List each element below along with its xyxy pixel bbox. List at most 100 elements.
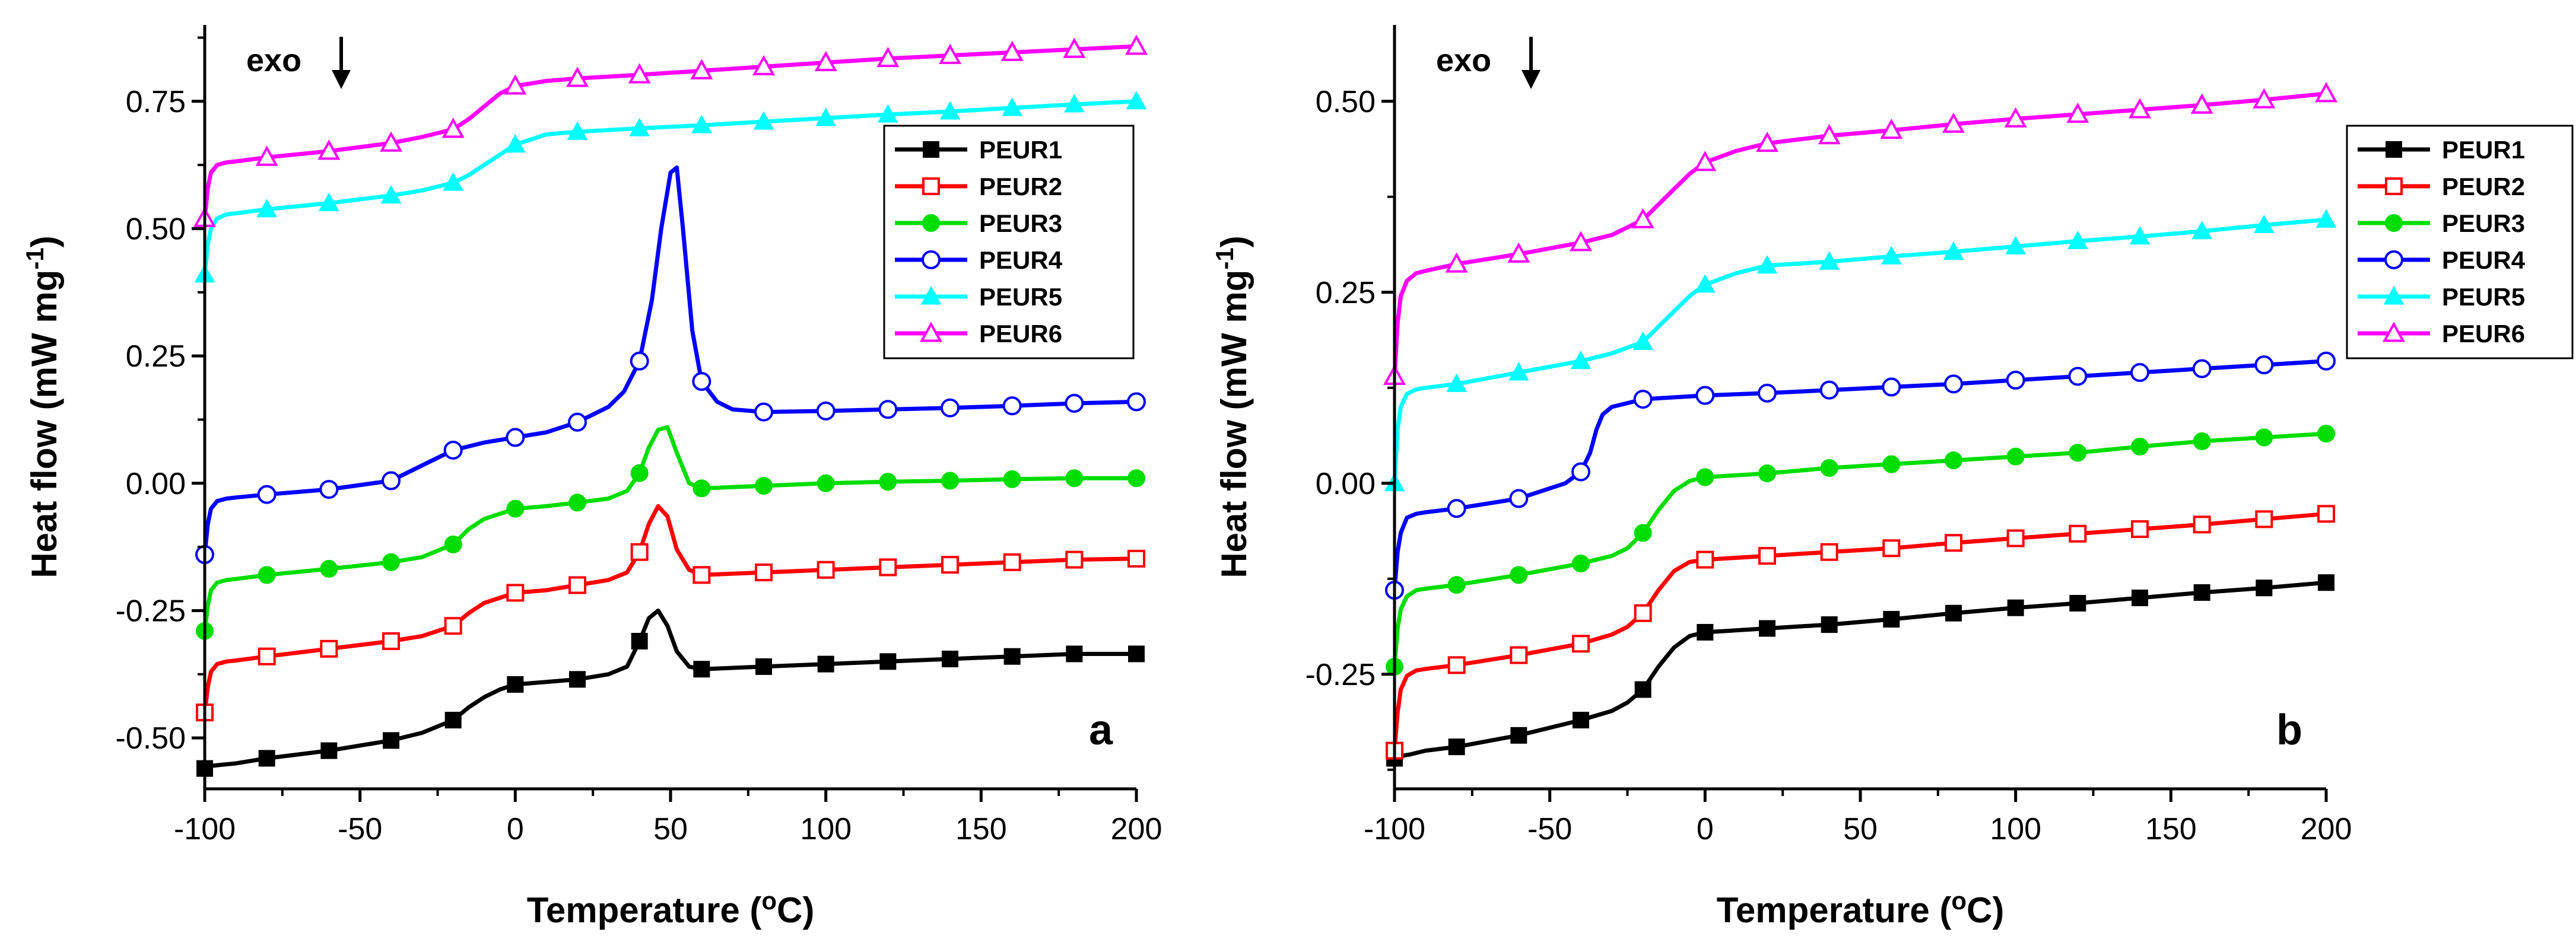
data-point-PEUR4 (941, 398, 960, 418)
data-point-PEUR6 (2253, 88, 2276, 109)
data-point-PEUR2 (506, 584, 525, 602)
legend: PEUR1 PEUR2 PEUR3 PEUR4 PEUR5 PEUR6 (2346, 125, 2574, 359)
data-point-PEUR4 (1882, 377, 1901, 397)
series-line-PEUR3 (1392, 431, 2329, 669)
data-point-PEUR5 (1881, 246, 1902, 265)
data-point-PEUR6 (317, 139, 341, 160)
data-point-PEUR3 (693, 479, 711, 498)
data-point-PEUR2 (382, 632, 400, 650)
data-point-PEUR4 (1002, 396, 1022, 416)
y-axis-title: Heat flow (mW mg-1) (21, 235, 64, 578)
data-point-PEUR6 (1507, 242, 1530, 263)
legend-marker-PEUR5 (2383, 286, 2405, 305)
y-tick-label: 0.50 (1316, 85, 1376, 119)
y-tick-label: -0.25 (115, 594, 186, 628)
data-point-PEUR3 (382, 553, 400, 571)
data-point-PEUR4 (692, 372, 712, 391)
legend-label-PEUR4: PEUR4 (979, 246, 1063, 274)
data-point-PEUR3 (1447, 576, 1466, 594)
data-point-PEUR5 (939, 101, 961, 120)
data-point-PEUR6 (1445, 252, 1468, 273)
data-point-PEUR5 (319, 192, 339, 212)
data-point-PEUR2 (1634, 604, 1652, 622)
data-point-PEUR1 (1945, 604, 1962, 622)
y-axis-title: Heat flow (mW mg-1) (1211, 235, 1254, 578)
data-point-PEUR4 (2254, 355, 2274, 375)
data-point-PEUR4 (2006, 370, 2025, 390)
data-point-PEUR1 (1066, 645, 1083, 663)
legend-marker-PEUR2 (922, 177, 940, 195)
data-point-PEUR6 (752, 55, 775, 75)
data-point-PEUR2 (1758, 547, 1776, 565)
data-point-PEUR1 (1003, 648, 1021, 665)
data-point-PEUR2 (1447, 656, 1466, 674)
x-tick-label: 200 (2301, 812, 2352, 846)
y-tick-label: 0.00 (1316, 467, 1376, 501)
series-line-PEUR2 (202, 504, 1139, 715)
x-tick-label: 150 (955, 812, 1007, 846)
data-point-PEUR5 (1632, 331, 1653, 350)
data-point-PEUR2 (2317, 505, 2335, 523)
legend-marker-PEUR5 (920, 286, 942, 305)
data-point-PEUR3 (2193, 432, 2211, 450)
data-point-PEUR3 (258, 566, 276, 584)
data-point-PEUR3 (1696, 468, 1714, 486)
data-point-PEUR3 (2255, 428, 2273, 447)
data-point-PEUR4 (1509, 489, 1529, 508)
x-tick-label: 100 (800, 812, 852, 846)
data-point-PEUR6 (690, 59, 713, 79)
data-point-PEUR3 (1820, 459, 1838, 477)
data-point-PEUR6 (1942, 112, 1965, 133)
data-point-PEUR3 (2131, 437, 2149, 456)
data-point-PEUR1 (1883, 611, 1900, 628)
legend-label-PEUR6: PEUR6 (2442, 320, 2525, 348)
series-line-PEUR1 (202, 609, 1139, 771)
legend-label-PEUR2: PEUR2 (979, 173, 1062, 200)
data-point-PEUR6 (255, 145, 278, 166)
y-tick-label: 0.25 (126, 339, 186, 374)
legend-marker-PEUR6 (2383, 321, 2405, 342)
data-point-PEUR4 (1819, 380, 1839, 400)
data-point-PEUR2 (2131, 520, 2149, 539)
data-point-PEUR5 (1943, 241, 1964, 260)
legend-marker-PEUR2 (2385, 177, 2403, 195)
data-point-PEUR5 (1126, 91, 1147, 110)
data-point-PEUR1 (755, 658, 772, 675)
data-point-PEUR3 (755, 477, 773, 495)
data-point-PEUR1 (2069, 595, 2086, 612)
data-point-PEUR2 (1065, 550, 1084, 569)
data-point-PEUR5 (2191, 221, 2212, 240)
panel-label: a (1089, 706, 1113, 754)
data-point-PEUR6 (1631, 208, 1654, 228)
exo-arrow-head (1522, 70, 1540, 89)
legend: PEUR1 PEUR2 PEUR3 PEUR4 PEUR5 PEUR6 (883, 125, 1135, 359)
y-axis-title-text: Heat flow (mW mg (1214, 270, 1254, 578)
data-point-PEUR6 (1570, 231, 1592, 251)
data-point-PEUR6 (2129, 98, 2151, 119)
data-point-PEUR4 (382, 471, 401, 491)
data-point-PEUR4 (1447, 499, 1466, 518)
data-point-PEUR2 (693, 566, 711, 584)
data-point-PEUR2 (2255, 510, 2273, 528)
x-tick-label: 100 (1990, 812, 2041, 846)
data-point-PEUR4 (319, 480, 339, 499)
data-point-PEUR4 (1633, 390, 1653, 409)
data-point-PEUR5 (567, 121, 588, 140)
data-point-PEUR3 (1510, 566, 1528, 584)
series-line-PEUR4 (202, 165, 1139, 557)
x-axis-title-end: C) (777, 890, 814, 930)
data-point-PEUR2 (444, 617, 462, 635)
data-point-PEUR3 (630, 464, 649, 482)
data-point-PEUR5 (629, 117, 650, 136)
data-point-PEUR5 (1695, 274, 1716, 293)
legend-label-PEUR6: PEUR6 (979, 320, 1062, 348)
data-point-PEUR1 (320, 742, 338, 759)
data-point-PEUR3 (1758, 464, 1776, 483)
data-point-PEUR6 (1880, 119, 1903, 139)
data-point-PEUR5 (1508, 362, 1529, 381)
x-axis-title-superscript: o (1951, 887, 1967, 915)
legend-label-PEUR5: PEUR5 (2442, 283, 2525, 311)
x-axis-title-text: Temperature ( (527, 890, 762, 930)
data-point-PEUR1 (817, 655, 834, 673)
y-axis-title-superscript: -1 (21, 247, 49, 269)
